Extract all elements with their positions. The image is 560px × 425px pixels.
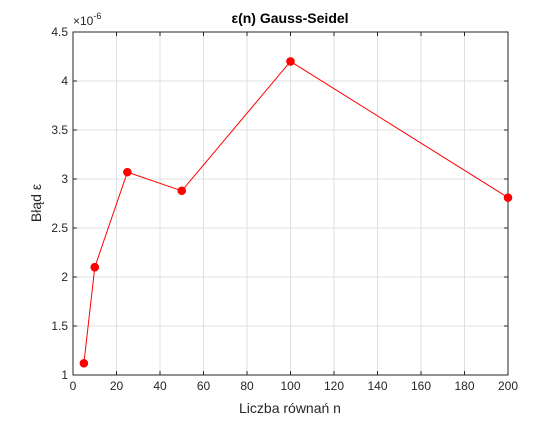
x-tick-label: 180 <box>454 379 474 393</box>
x-tick-label: 60 <box>197 379 211 393</box>
y-tick-label: 2 <box>61 270 68 284</box>
y-tick-label: 2.5 <box>51 221 68 235</box>
y-tick-label: 4 <box>61 74 68 88</box>
data-point <box>503 193 513 202</box>
data-point <box>79 358 89 368</box>
y-tick-label: 1 <box>61 368 68 382</box>
x-axis-label: Liczba równań n <box>239 400 341 416</box>
data-point <box>123 167 132 177</box>
y-tick-label: 3 <box>61 172 68 186</box>
x-tick-label: 160 <box>411 379 431 393</box>
x-tick-label: 20 <box>110 379 124 393</box>
series-line <box>83 60 509 364</box>
x-tick-label: 0 <box>70 379 77 393</box>
y-tick-label: 3.5 <box>51 123 68 137</box>
series-group <box>79 57 513 368</box>
y-axis-exponent: ×10-6 <box>73 11 101 28</box>
exponent-base: ×10 <box>73 14 94 28</box>
x-tick-label: 100 <box>280 379 300 393</box>
x-tick-label: 140 <box>367 379 387 393</box>
y-axis-label: Błąd ε <box>28 184 44 222</box>
x-tick-label: 200 <box>498 379 518 393</box>
x-tick-label: 80 <box>240 379 254 393</box>
data-point <box>177 186 187 196</box>
exponent-power: -6 <box>93 11 101 21</box>
y-tick-label: 1.5 <box>51 319 68 333</box>
data-point <box>286 57 295 66</box>
data-point <box>90 262 100 272</box>
y-axis-ticks: 1 1.5 2 2.5 3 3.5 4 4.5 <box>51 25 508 382</box>
x-tick-label: 40 <box>153 379 167 393</box>
axes-box <box>72 31 509 376</box>
chart-title: ε(n) Gauss-Seidel <box>231 10 348 26</box>
x-tick-label: 120 <box>324 379 344 393</box>
y-tick-label: 4.5 <box>51 25 68 39</box>
